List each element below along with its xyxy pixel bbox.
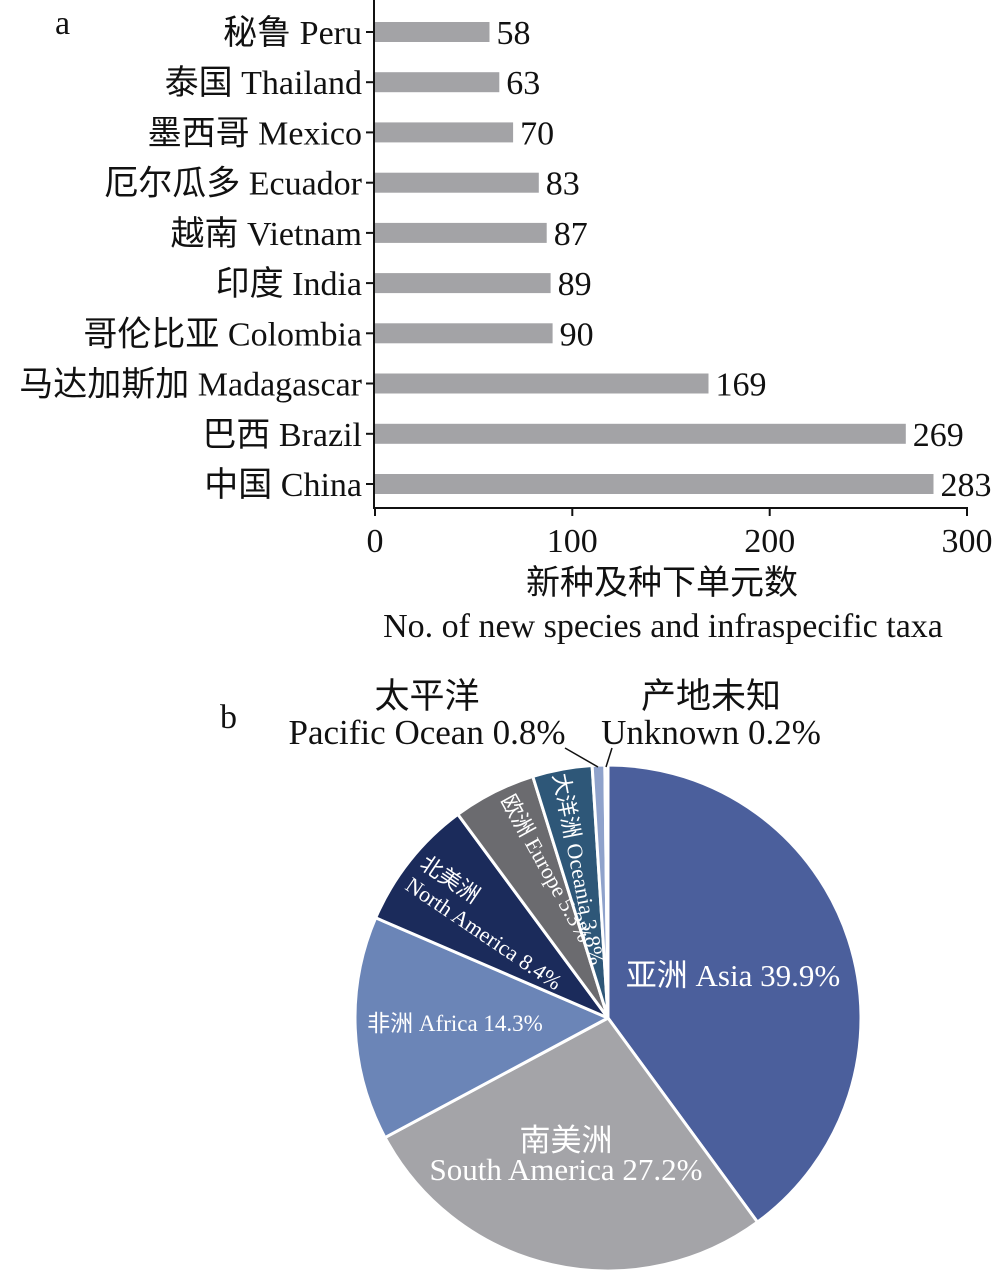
pie-label-line: 非洲 Africa 14.3%	[367, 1011, 543, 1036]
category-label-india: 印度 India	[216, 265, 362, 303]
value-label-thailand: 63	[506, 65, 540, 102]
x-tick-label: 200	[744, 523, 795, 560]
category-labels: 秘鲁 Peru 泰国 Thailand 墨西哥 Mexico 厄尔瓜多 Ecuador…	[19, 14, 362, 504]
pie-slice-asia	[606, 763, 863, 1224]
value-label-india: 89	[558, 266, 592, 303]
value-label-brazil: 269	[913, 417, 964, 454]
category-label-vietnam: 越南 Vietnam	[170, 215, 362, 253]
bar-peru	[375, 22, 490, 42]
panel-label-a: a	[55, 5, 70, 42]
leader-line-pacific-ocean	[564, 747, 599, 768]
category-label-madagascar: 马达加斯加 Madagascar	[19, 366, 362, 404]
bar-series	[375, 22, 934, 494]
panel-label-b: b	[220, 699, 237, 736]
value-label-china: 283	[941, 467, 992, 504]
pie-label-line: Unknown 0.2%	[601, 713, 821, 752]
x-axis-title-en: No. of new species and infraspecific tax…	[383, 608, 943, 645]
pie-label-line: Pacific Ocean 0.8%	[289, 713, 566, 752]
x-axis-title-zh: 新种及种下单元数	[526, 564, 798, 602]
pie-label-line: 亚洲 Asia 39.9%	[626, 958, 840, 993]
value-labels: 58 63 70 83 87 89 90 169 269 283	[497, 15, 992, 504]
category-label-thailand: 泰国 Thailand	[165, 64, 362, 102]
bar-chart-panel: a 58 63 70 83 87 89 90 169 269 283 秘鲁 Peru 泰国 Thai…	[19, 0, 993, 645]
category-label-peru: 秘鲁 Peru	[223, 14, 362, 52]
pie-label-africa: 非洲 Africa 14.3%	[367, 1011, 543, 1036]
bar-madagascar	[375, 373, 709, 394]
x-tick-label: 100	[547, 523, 598, 560]
category-label-colombia: 哥伦比亚 Colombia	[83, 315, 362, 353]
bar-ecuador	[375, 172, 539, 193]
x-tick-label: 0	[367, 523, 384, 560]
pie-label-line: 太平洋	[374, 677, 479, 716]
pie-slice-north-america	[374, 812, 610, 1020]
pie-label-line: 产地未知	[641, 677, 781, 716]
x-axis-tick-labels: 0 100 200 300	[367, 523, 993, 560]
bar-mexico	[375, 122, 514, 143]
pie-label-line: 南美洲	[520, 1123, 613, 1158]
pie-slice-south-america	[383, 1016, 759, 1273]
value-label-colombia: 90	[560, 316, 594, 353]
value-label-madagascar: 169	[716, 367, 767, 404]
category-label-brazil: 巴西 Brazil	[202, 417, 362, 454]
category-label-china: 中国 China	[204, 466, 362, 504]
pie-label-line: South America 27.2%	[430, 1152, 703, 1187]
bar-colombia	[375, 323, 553, 344]
leader-line-unknown	[605, 747, 613, 768]
value-label-ecuador: 83	[546, 166, 580, 203]
leader-lines	[564, 747, 613, 768]
category-label-ecuador: 厄尔瓜多 Ecuador	[104, 165, 362, 203]
bar-brazil	[375, 423, 906, 444]
x-axis-ticks	[374, 508, 968, 516]
category-label-mexico: 墨西哥 Mexico	[148, 115, 362, 152]
bar-thailand	[375, 72, 500, 93]
pie-slice-africa	[353, 916, 610, 1140]
value-label-peru: 58	[497, 15, 531, 52]
value-label-mexico: 70	[520, 115, 554, 152]
y-axis-ticks	[366, 31, 374, 485]
bar-india	[375, 273, 551, 294]
value-label-vietnam: 87	[554, 216, 588, 253]
bar-china	[375, 474, 934, 494]
bar-vietnam	[375, 222, 547, 243]
pie-slices	[353, 763, 863, 1273]
pie-label-asia: 亚洲 Asia 39.9%	[626, 958, 840, 993]
x-tick-label: 300	[942, 523, 993, 560]
